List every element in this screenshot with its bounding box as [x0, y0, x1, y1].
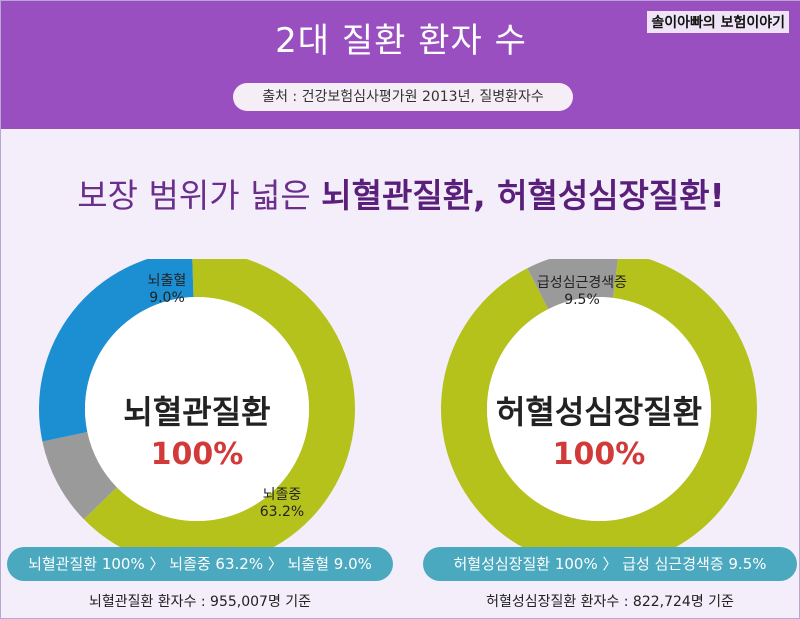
donut-chart-svg [441, 259, 757, 559]
donut-center-percent: 100% [552, 437, 646, 472]
header-banner: 2대 질환 환자 수 솔이아빠의 보험이야기 출처 : 건강보험심사평가원 20… [1, 1, 800, 129]
patient-count-cerebrovascular: 뇌혈관질환 환자수 : 955,007명 기준 [88, 594, 312, 610]
donut-center-title: 허혈성심장질환 [495, 393, 703, 431]
slice-label-value: 63.2% [259, 504, 305, 520]
page-title: 2대 질환 환자 수 [275, 21, 527, 61]
summary-pill-ischemic-heart: 허혈성심장질환 100% 〉 급성 심근경색증 9.5% [423, 547, 797, 581]
donut-slice-0 [527, 259, 618, 310]
slice-label-hemorrhage: 뇌출혈 9.0% [127, 273, 207, 307]
headline: 보장 범위가 넓은 뇌혈관질환, 허혈성심장질환! [1, 169, 800, 217]
donut-chart-cerebrovascular: 뇌혈관질환 100% 뇌출혈 9.0% 뇌졸중 63.2% [37, 259, 357, 559]
slice-label-name: 뇌출혈 [147, 273, 187, 289]
patient-count-ischemic-heart: 허혈성심장질환 환자수 : 822,724명 기준 [486, 594, 734, 610]
headline-normal: 보장 범위가 넓은 [77, 176, 322, 215]
slice-label-acute-mi: 급성심근경색증 9.5% [517, 275, 647, 309]
donut-hole [487, 297, 711, 521]
donut-chart-svg [39, 259, 355, 559]
donut-center-title: 뇌혈관질환 [123, 393, 271, 431]
donut-hole [85, 297, 309, 521]
slice-label-value: 9.5% [564, 292, 600, 308]
donut-center: 뇌혈관질환 100% [37, 387, 357, 472]
donut-chart-ischemic-heart: 허혈성심장질환 100% 급성심근경색증 9.5% [439, 259, 759, 559]
slice-label-stroke: 뇌졸중 63.2% [242, 487, 322, 521]
slice-label-name: 뇌졸중 [262, 487, 302, 503]
summary-pill-cerebrovascular: 뇌혈관질환 100% 〉 뇌졸중 63.2% 〉 뇌출혈 9.0% [7, 547, 393, 581]
donut-slice-1 [42, 432, 117, 520]
donut-center: 허혈성심장질환 100% [439, 387, 759, 472]
slice-label-value: 9.0% [149, 290, 185, 306]
source-note: 출처 : 건강보험심사평가원 2013년, 질병환자수 [233, 83, 573, 111]
donut-slice-0 [83, 259, 355, 559]
slice-label-name: 급성심근경색증 [536, 275, 628, 291]
watermark-label: 솔이아빠의 보험이야기 [647, 11, 789, 33]
donut-slice-other [39, 259, 194, 442]
donut-center-percent: 100% [150, 437, 244, 472]
headline-strong: 뇌혈관질환, 허혈성심장질환! [321, 176, 725, 215]
